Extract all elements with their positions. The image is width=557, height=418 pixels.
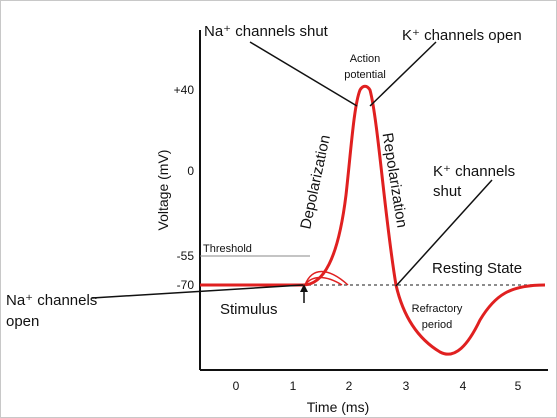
stimulus-label: Stimulus [220, 301, 278, 318]
y-tick-minus70: -70 [177, 278, 195, 292]
action-potential-label-1: Action [350, 53, 381, 65]
x-tick-0: 0 [233, 379, 240, 393]
na-shut-label: Na⁺ channels shut [204, 23, 329, 40]
y-tick-0: 0 [187, 164, 194, 178]
k-shut-label-1: K⁺ channels [433, 163, 515, 180]
x-tick-5: 5 [515, 379, 522, 393]
na-open-pointer [91, 284, 304, 299]
refractory-label-1: Refractory [412, 303, 463, 315]
x-tick-3: 3 [403, 379, 410, 393]
resting-state-label: Resting State [432, 260, 522, 277]
action-potential-curve [200, 84, 546, 356]
y-tick-minus55: -55 [177, 249, 195, 263]
depolarization-label: Depolarization [297, 133, 334, 230]
x-axis-label: Time (ms) [307, 399, 369, 415]
threshold-label: Threshold [203, 243, 252, 255]
action-potential-label-2: potential [344, 69, 386, 81]
k-shut-label-2: shut [433, 183, 462, 200]
k-shut-pointer [395, 179, 493, 287]
x-tick-1: 1 [290, 379, 297, 393]
y-tick-plus40: +40 [174, 83, 195, 97]
y-axis-label: Voltage (mV) [155, 150, 171, 231]
stimulus-arrow-head [300, 284, 308, 292]
na-open-label-2: open [6, 313, 39, 330]
na-open-label-1: Na⁺ channels [6, 292, 97, 309]
k-open-pointer [369, 41, 437, 107]
refractory-label-2: period [422, 319, 453, 331]
x-tick-4: 4 [460, 379, 467, 393]
failed-initiation-1 [304, 270, 349, 286]
k-open-label: K⁺ channels open [402, 27, 522, 44]
na-shut-pointer [249, 41, 358, 107]
x-tick-2: 2 [346, 379, 353, 393]
